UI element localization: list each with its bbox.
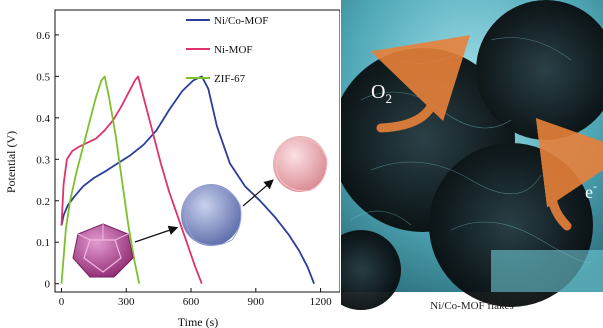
tem-image-panel: O2 e-: [341, 0, 603, 310]
electron-curved-arrow: [535, 118, 603, 231]
x-tick-label: 300: [118, 296, 135, 308]
y-tick-label: 0.1: [36, 237, 50, 249]
ni-mof-particle-illustration: [181, 184, 242, 246]
photo-caption: Ni/Co-MOF flakes: [430, 300, 514, 312]
y-tick-label: 0.3: [36, 154, 50, 166]
o2-label: O2: [371, 81, 392, 106]
electron-label: e-: [585, 179, 597, 202]
series-lines: [60, 75, 315, 285]
legend-label-ni-co-mof: Ni/Co-MOF: [214, 15, 268, 27]
y-tick-label: 0: [45, 279, 51, 291]
plot-frame: [54, 9, 340, 293]
series-line-ni-co-mof: [60, 75, 315, 285]
legend-label-zif-67: ZIF-67: [214, 73, 246, 85]
series-line-ni-mof: [60, 75, 203, 285]
x-tick-label: 0: [59, 296, 65, 308]
y-axis-title: Potential (V): [4, 131, 18, 193]
y-tick-label: 0.6: [36, 30, 50, 42]
y-tick-label: 0.5: [36, 71, 50, 83]
y-axis-label: Potential (V): [4, 131, 18, 193]
legend-label-ni-mof: Ni-MOF: [214, 44, 253, 56]
inset-arrow-1: [134, 225, 179, 243]
x-ticks: 0 300 600 900 1200: [59, 288, 332, 308]
y-tick-label: 0.2: [36, 196, 50, 208]
charge-discharge-chart: Potential (V) Time (s) 00.10.20.30.40.50…: [4, 9, 340, 328]
x-axis-label: Time (s): [178, 315, 219, 328]
x-tick-label: 600: [183, 296, 200, 308]
ni-co-mof-particle-illustration: [273, 136, 328, 192]
zif-67-dodecahedron-illustration: [72, 223, 134, 278]
legend: Ni/Co-MOF Ni-MOF ZIF-67: [186, 15, 268, 85]
inset-arrow-2: [242, 179, 274, 207]
y-ticks: 0 0.1 0.2 0.3 0.4 0.5 0.6: [36, 30, 59, 291]
o2-curved-arrow: [370, 35, 470, 133]
x-tick-label: 900: [248, 296, 265, 308]
x-tick-label: 1200: [310, 296, 333, 308]
series-line-zif-67: [60, 75, 141, 284]
y-tick-label: 0.4: [36, 113, 50, 125]
photo-cyan-patch: [491, 250, 603, 292]
